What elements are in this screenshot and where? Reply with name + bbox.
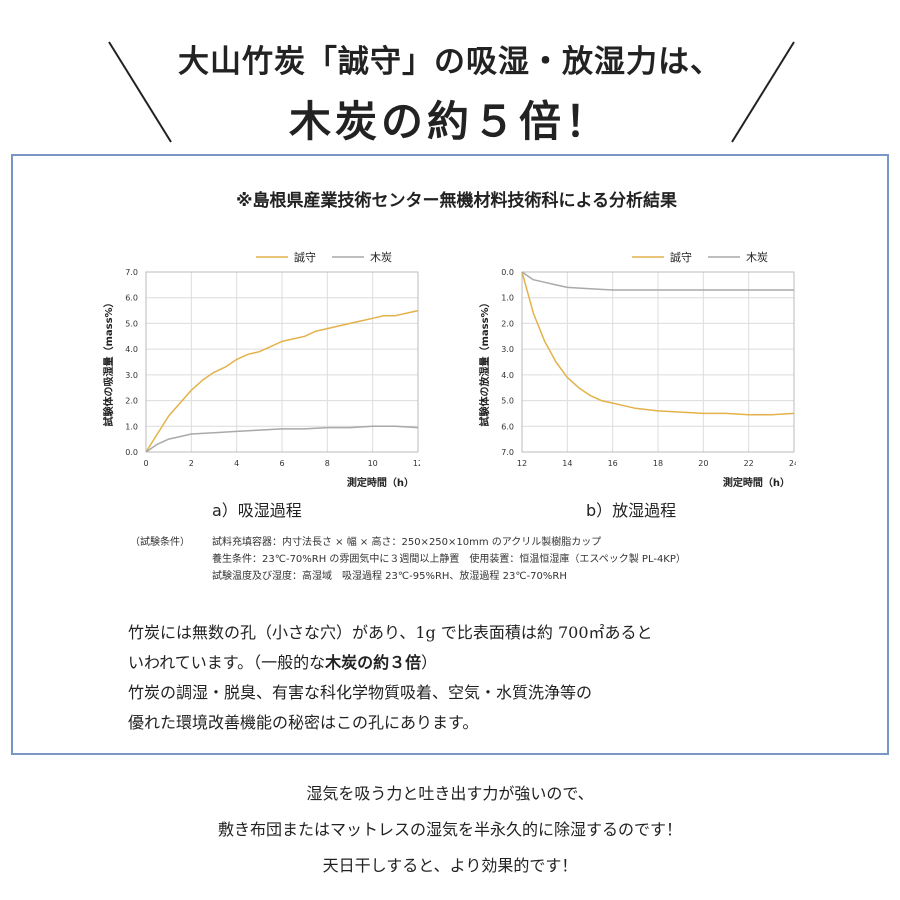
- body-line3: 竹炭の調湿・脱臭、有害な科化学物質吸着、空気・水質洗浄等の: [128, 683, 593, 702]
- plot-frame: [145, 271, 419, 453]
- source-note: ※島根県産業技術センター無機材料技術科による分析結果: [236, 191, 678, 211]
- y-axis-label: 試験体の放湿量（mass%）: [478, 297, 491, 426]
- headline-line2: 木炭の約５倍！: [288, 97, 611, 146]
- body-text: 竹炭には無数の孔（小さな穴）があり、1g で比表面積は約 700㎡あると いわれ…: [128, 618, 653, 738]
- headline-line1: 大山竹炭「誠守」の吸湿・放湿力は、: [178, 44, 722, 80]
- series-line-seishu: [145, 309, 419, 453]
- body-line4: 優れた環境改善機能の秘密はこの孔にあります。: [128, 713, 479, 732]
- footer-line3: 天日干しすると、より効果的です！: [322, 856, 578, 875]
- x-tick-label: 22: [744, 459, 754, 468]
- x-tick-label: 16: [608, 459, 618, 468]
- legend-label-series2: 木炭: [370, 251, 392, 264]
- footer-line2: 敷き布団またはマットレスの湿気を半永久的に除湿するのです！: [217, 820, 682, 839]
- legend-label-series1: 誠守: [670, 250, 692, 264]
- plot-frame: [521, 271, 795, 453]
- y-tick-label: 3.0: [501, 345, 514, 354]
- x-tick-label: 0: [143, 459, 148, 468]
- x-axis-label: 測定時間（h）: [347, 476, 414, 489]
- chart-a-caption: a）吸湿過程: [212, 501, 302, 520]
- right-slash-decoration: [731, 41, 795, 143]
- y-tick-label: 4.0: [501, 371, 514, 380]
- y-tick-label: 3.0: [125, 371, 138, 380]
- condition-line2: 養生条件：23℃-70%RH の雰囲気中に３週間以上静置 使用装置：恒温恒湿庫（…: [212, 554, 686, 565]
- conditions-block: 試料充填容器：内寸法長さ × 幅 × 高さ：250×250×10mm のアクリル…: [212, 534, 686, 585]
- footer-text: 湿気を吸う力と吐き出す力が強いので、 敷き布団またはマットレスの湿気を半永久的に…: [0, 776, 900, 884]
- chart-release: 0.0 1.0 2.0 3.0 4.0 5.0 6.0 7.012 14 16 18 20 22 24 測定…: [478, 250, 796, 489]
- body-line1: 竹炭には無数の孔（小さな穴）があり、1g で比表面積は約 700㎡あると: [128, 623, 653, 642]
- body-line2-b: ）: [421, 653, 438, 672]
- body-line2-bold: 木炭の約３倍: [325, 653, 422, 672]
- y-tick-label: 0.0: [125, 448, 138, 457]
- x-tick-label: 6: [279, 459, 284, 468]
- x-tick-label: 4: [234, 459, 239, 468]
- y-tick-label: 2.0: [125, 397, 138, 406]
- analysis-panel: [11, 154, 889, 755]
- x-tick-label: 8: [325, 459, 330, 468]
- x-tick-label: 12: [413, 459, 420, 468]
- series-line-seishu: [521, 271, 795, 416]
- x-axis-label: 測定時間（h）: [723, 476, 790, 489]
- legend-label-series2: 木炭: [746, 251, 768, 264]
- y-tick-label: 4.0: [125, 345, 138, 354]
- chart-b-caption: b）放湿過程: [586, 501, 677, 520]
- y-tick-label: 7.0: [125, 268, 138, 277]
- x-tick-label: 2: [189, 459, 194, 468]
- chart-absorption: 0.0 1.0 2.0 3.0 4.0 5.0 6.0 7.0 0 2 4 6 8 10 12 測定時間（h）…: [102, 250, 420, 489]
- y-tick-label: 5.0: [125, 319, 138, 328]
- x-tick-label: 24: [789, 459, 796, 468]
- conditions-label: （試験条件）: [130, 537, 190, 548]
- y-tick-label: 6.0: [501, 422, 514, 431]
- y-tick-label: 2.0: [501, 319, 514, 328]
- y-tick-label: 5.0: [501, 397, 514, 406]
- body-line2: いわれています。（一般的な木炭の約３倍）: [128, 648, 653, 678]
- y-tick-label: 0.0: [501, 268, 514, 277]
- y-tick-label: 1.0: [501, 294, 514, 303]
- y-tick-label: 7.0: [501, 448, 514, 457]
- condition-line1: 試料充填容器：内寸法長さ × 幅 × 高さ：250×250×10mm のアクリル…: [212, 537, 602, 548]
- legend-label-series1: 誠守: [294, 250, 316, 264]
- y-axis-label: 試験体の吸湿量（mass%）: [102, 297, 115, 426]
- x-tick-label: 14: [562, 459, 572, 468]
- left-slash-decoration: [108, 41, 172, 143]
- x-tick-label: 12: [517, 459, 527, 468]
- x-tick-label: 18: [653, 459, 663, 468]
- footer-line1: 湿気を吸う力と吐き出す力が強いので、: [306, 784, 594, 803]
- y-tick-label: 6.0: [125, 294, 138, 303]
- x-tick-label: 10: [368, 459, 378, 468]
- series-line-charcoal: [521, 271, 794, 291]
- series-line-charcoal: [145, 425, 419, 453]
- y-tick-label: 1.0: [125, 422, 138, 431]
- body-line2-a: いわれています。（一般的な: [128, 653, 326, 672]
- x-tick-label: 20: [698, 459, 708, 468]
- condition-line3: 試験温度及び湿度：高湿域 吸湿過程 23℃-95%RH、放湿過程 23℃-70%…: [212, 571, 567, 582]
